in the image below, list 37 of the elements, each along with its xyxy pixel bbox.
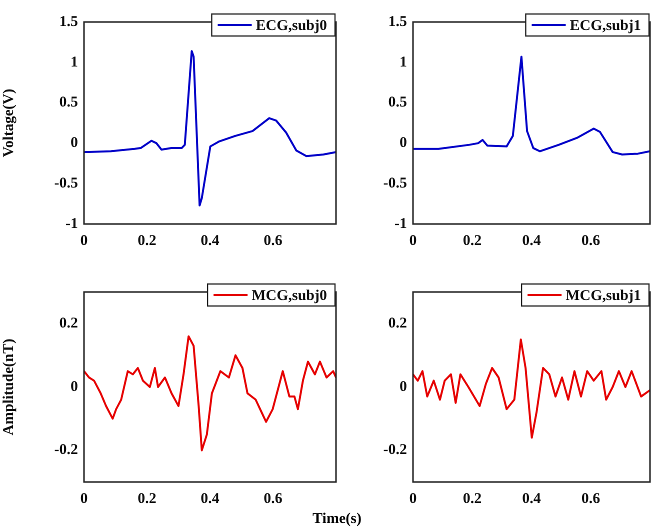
x-tick-label: 0.6 [581, 490, 601, 507]
legend-label: MCG,subj1 [566, 288, 642, 304]
x-tick-label: 0.2 [138, 490, 156, 507]
y-axis-title: Amplitude(nT) [0, 338, 17, 436]
x-tick-label: 0.4 [522, 490, 542, 507]
y-tick-label: 0.2 [388, 316, 407, 332]
x-tick-label: 0.4 [200, 232, 220, 249]
y-tick-label: 0 [70, 135, 78, 152]
y-tick-label: 1 [70, 54, 78, 70]
x-tick-label: 0.6 [264, 232, 283, 249]
y-tick-label: -0.2 [383, 442, 407, 458]
y-tick-label: 1 [400, 54, 407, 70]
y-tick-label: 0 [400, 378, 407, 395]
x-tick-label: 0.4 [200, 490, 220, 507]
legend-label: ECG,subj1 [570, 18, 642, 34]
y-tick-label: 0.5 [59, 94, 78, 111]
y-tick-label: 0 [400, 135, 407, 152]
x-axis-title: Time(s) [312, 511, 362, 528]
y-tick-label: -1 [66, 216, 78, 232]
y-axis-title: Voltage(V) [0, 88, 17, 158]
y-tick-label: 0 [70, 378, 78, 395]
legend-label: MCG,subj0 [252, 288, 328, 304]
y-tick-label: 0.5 [388, 94, 407, 111]
x-tick-label: 0.6 [264, 490, 283, 507]
x-tick-label: 0.6 [581, 232, 601, 249]
x-tick-label: 0.4 [522, 232, 542, 249]
y-tick-label: 0.2 [59, 316, 78, 332]
y-tick-label: -1 [394, 216, 407, 232]
y-tick-label: -0.5 [383, 175, 407, 192]
y-tick-label: -0.5 [54, 175, 78, 192]
x-tick-label: 0.2 [462, 232, 482, 249]
x-tick-label: 0.2 [138, 232, 156, 249]
x-tick-label: 0.2 [462, 490, 482, 507]
y-tick-label: 1.5 [59, 14, 78, 30]
y-tick-label: -0.2 [54, 442, 78, 458]
legend-label: ECG,subj0 [256, 18, 328, 34]
y-tick-label: 1.5 [388, 14, 407, 30]
